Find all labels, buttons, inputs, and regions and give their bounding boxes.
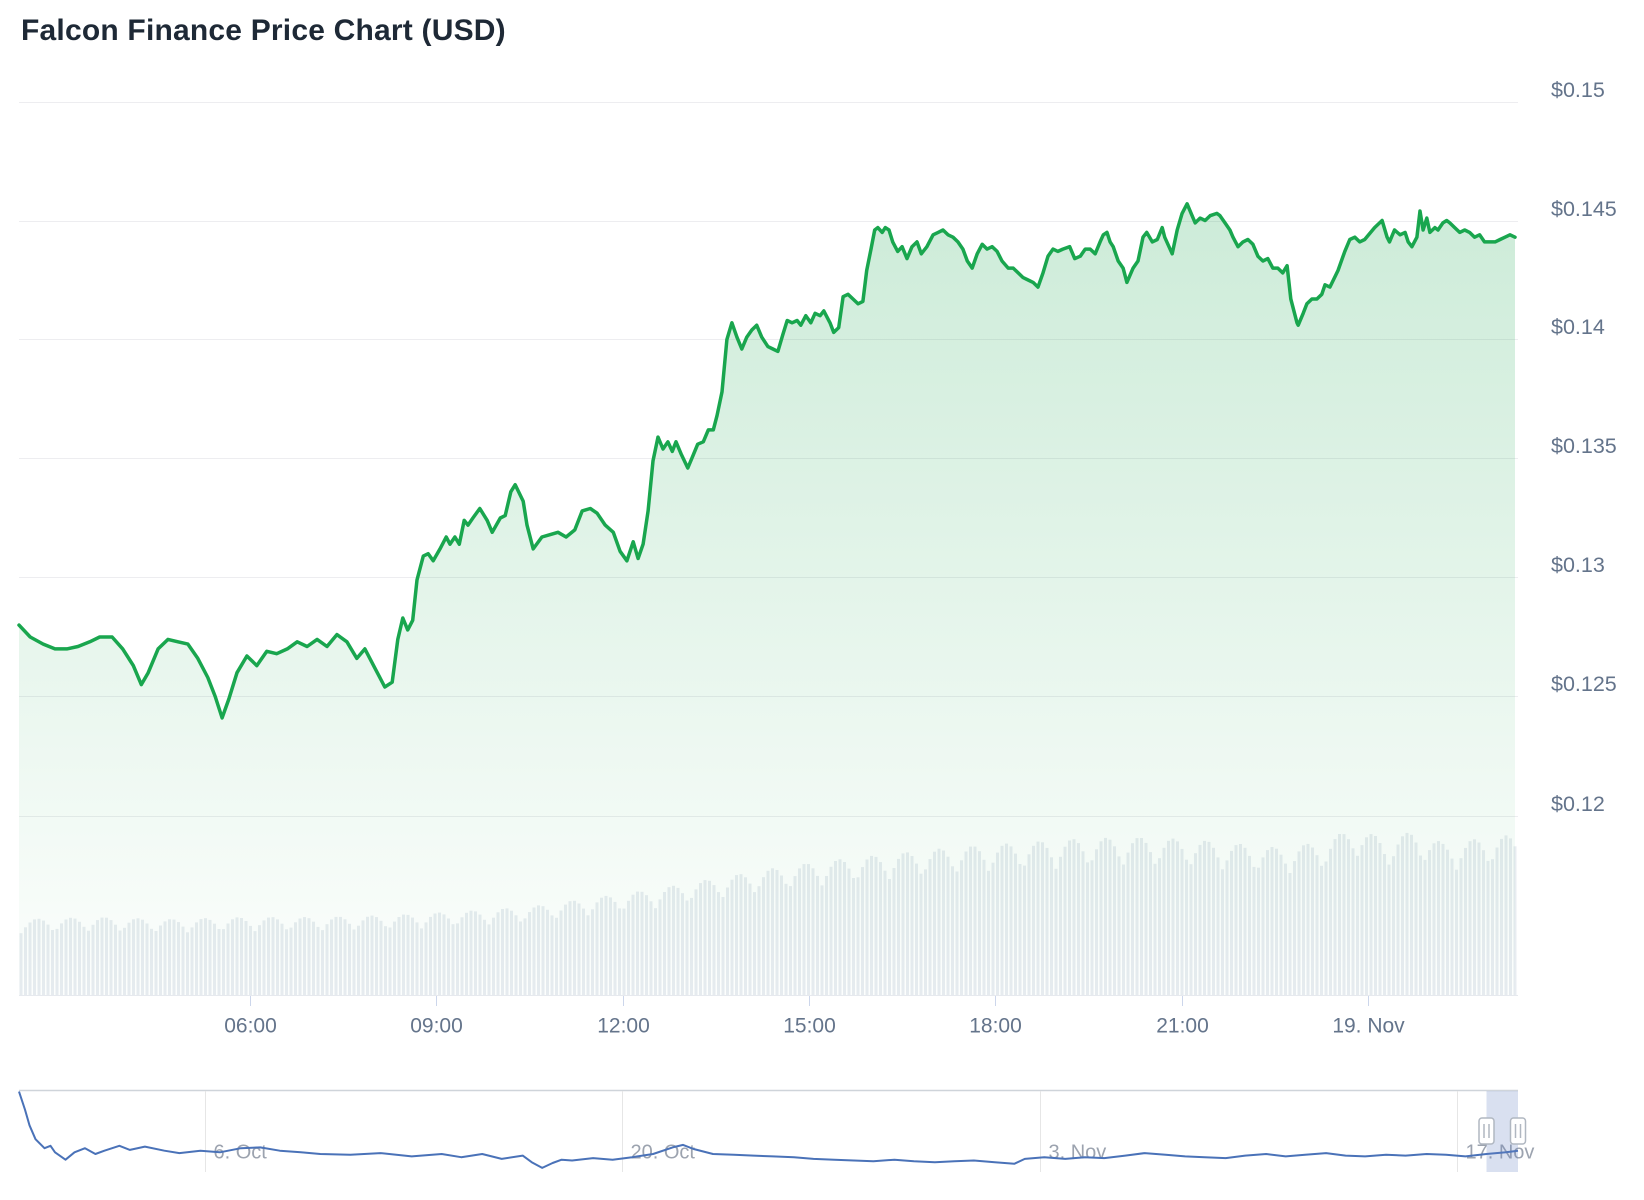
navigator-date-label: 3. Nov (1049, 1141, 1107, 1163)
price-line-path (17, 202, 1517, 720)
price-area (19, 203, 1515, 996)
x-axis-label: 21:00 (1156, 1015, 1209, 1038)
navigator-left-handle-body[interactable] (1478, 1117, 1495, 1145)
navigator-series-line (18, 1091, 1519, 1169)
x-axis-label: 15:00 (783, 1015, 836, 1038)
y-axis-label: $0.14 (1551, 315, 1605, 339)
y-axis-label: $0.125 (1551, 672, 1617, 696)
chart-plot-area[interactable] (19, 88, 1518, 995)
y-axis-label: $0.135 (1551, 434, 1617, 458)
navigator-right-handle-body[interactable] (1509, 1117, 1527, 1145)
y-axis-label: $0.12 (1551, 792, 1605, 816)
x-axis-label: 18:00 (969, 1015, 1022, 1038)
y-axis-label: $0.145 (1551, 197, 1617, 221)
page-title: Falcon Finance Price Chart (USD) (21, 14, 506, 47)
x-axis-label: 12:00 (597, 1015, 650, 1038)
x-axis-labels: 06:00 09:00 12:00 15:00 18:00 21:00 19. Nov (19, 995, 1518, 1038)
price-line (17, 202, 1517, 720)
x-axis-label: 09:00 (410, 1015, 463, 1038)
x-axis-label: 19. Nov (1332, 1015, 1405, 1038)
y-axis-label: $0.15 (1551, 78, 1605, 102)
y-axis-label: $0.13 (1551, 553, 1605, 577)
navigator-left-handle[interactable] (1478, 1117, 1495, 1145)
price-area-fill (19, 203, 1515, 996)
navigator-right-handle[interactable] (1509, 1117, 1527, 1145)
y-axis-labels: $0.15 $0.145 $0.14 $0.135 $0.13 $0.125 $0.12 (1551, 78, 1617, 816)
navigator-date-label: 20. Oct (631, 1141, 696, 1163)
x-axis-label: 06:00 (224, 1015, 277, 1038)
